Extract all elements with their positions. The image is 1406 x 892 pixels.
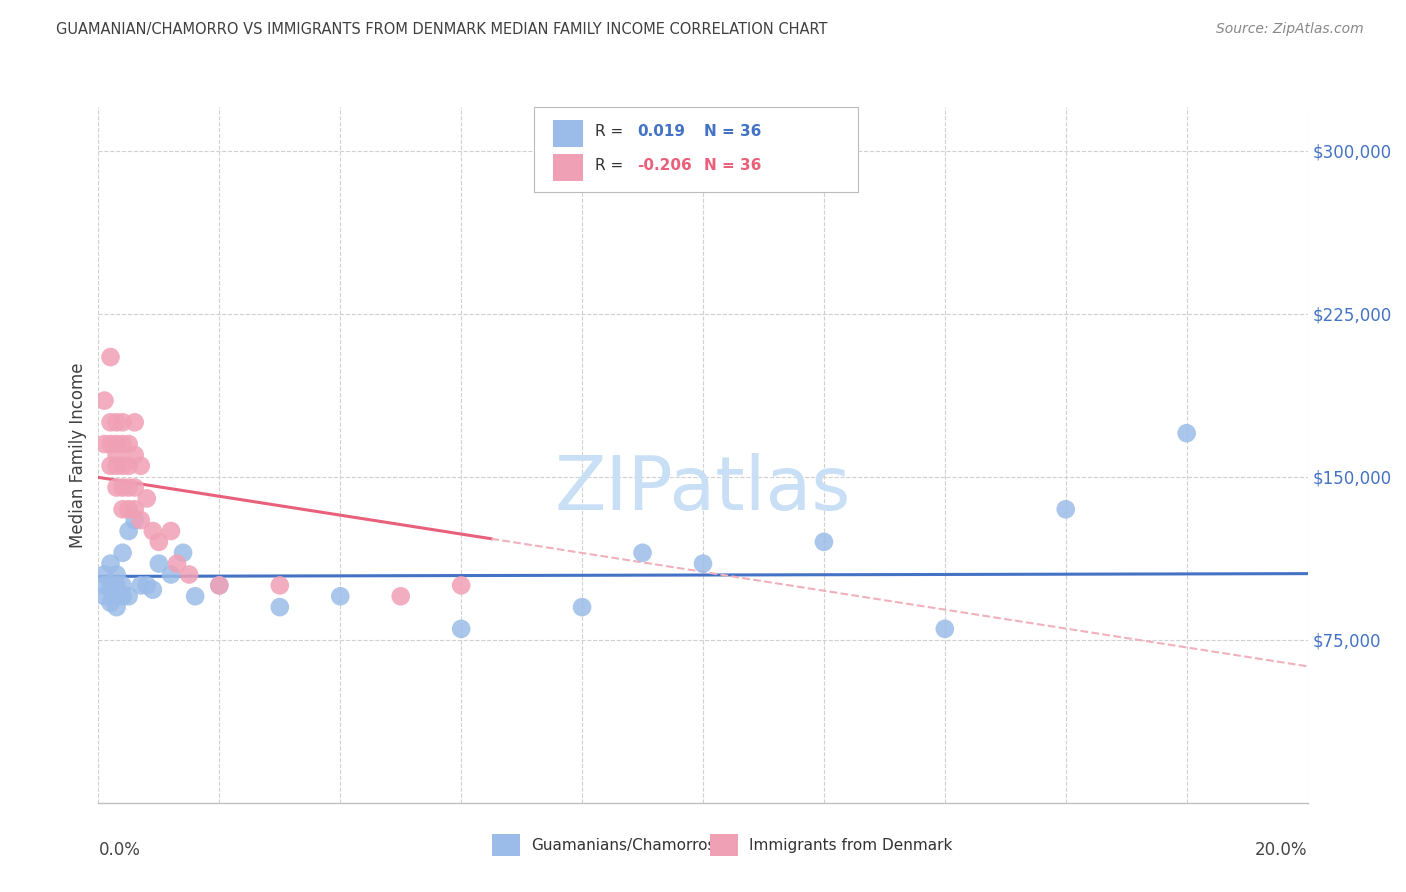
- Text: 0.0%: 0.0%: [98, 841, 141, 859]
- Point: [118, 481, 141, 495]
- Point: [129, 458, 152, 473]
- Text: R =: R =: [595, 158, 628, 172]
- Point: [105, 458, 128, 473]
- Point: [111, 481, 134, 495]
- Point: [93, 578, 115, 592]
- Point: [111, 578, 134, 592]
- Point: [813, 535, 835, 549]
- Point: [105, 582, 128, 597]
- Text: 20.0%: 20.0%: [1256, 841, 1308, 859]
- Point: [269, 578, 291, 592]
- Point: [105, 589, 128, 603]
- Point: [571, 600, 593, 615]
- Point: [135, 578, 157, 592]
- Point: [100, 415, 122, 429]
- Point: [105, 578, 128, 592]
- Text: Guamanians/Chamorros: Guamanians/Chamorros: [531, 838, 716, 853]
- Point: [179, 567, 201, 582]
- Point: [118, 437, 141, 451]
- Text: ZIPatlas: ZIPatlas: [555, 453, 851, 526]
- Text: GUAMANIAN/CHAMORRO VS IMMIGRANTS FROM DENMARK MEDIAN FAMILY INCOME CORRELATION C: GUAMANIAN/CHAMORRO VS IMMIGRANTS FROM DE…: [56, 22, 828, 37]
- Point: [1054, 502, 1077, 516]
- Point: [172, 546, 194, 560]
- Point: [100, 582, 122, 597]
- Point: [118, 458, 141, 473]
- Point: [111, 437, 134, 451]
- Point: [100, 596, 122, 610]
- Point: [1175, 426, 1198, 441]
- Text: N = 36: N = 36: [704, 124, 762, 138]
- Point: [111, 502, 134, 516]
- Point: [118, 524, 141, 538]
- Point: [124, 448, 146, 462]
- Point: [160, 567, 183, 582]
- Point: [329, 589, 352, 603]
- Point: [269, 600, 291, 615]
- Point: [93, 589, 115, 603]
- Point: [142, 524, 165, 538]
- Point: [450, 578, 472, 592]
- Point: [93, 437, 115, 451]
- Text: 0.019: 0.019: [637, 124, 685, 138]
- Point: [111, 546, 134, 560]
- Point: [208, 578, 231, 592]
- Point: [100, 557, 122, 571]
- Point: [124, 481, 146, 495]
- Text: R =: R =: [595, 124, 628, 138]
- Point: [100, 350, 122, 364]
- Point: [692, 557, 714, 571]
- Point: [135, 491, 157, 506]
- Point: [105, 437, 128, 451]
- Text: N = 36: N = 36: [704, 158, 762, 172]
- Text: -0.206: -0.206: [637, 158, 692, 172]
- Point: [631, 546, 654, 560]
- Point: [105, 415, 128, 429]
- Point: [450, 622, 472, 636]
- Point: [129, 578, 152, 592]
- Point: [105, 600, 128, 615]
- Point: [124, 415, 146, 429]
- Point: [93, 567, 115, 582]
- Point: [142, 582, 165, 597]
- Point: [129, 513, 152, 527]
- Point: [100, 578, 122, 592]
- Text: Immigrants from Denmark: Immigrants from Denmark: [749, 838, 953, 853]
- Point: [111, 458, 134, 473]
- Text: Source: ZipAtlas.com: Source: ZipAtlas.com: [1216, 22, 1364, 37]
- Point: [100, 458, 122, 473]
- Point: [118, 502, 141, 516]
- Point: [100, 437, 122, 451]
- Point: [93, 393, 115, 408]
- Point: [208, 578, 231, 592]
- Point: [105, 448, 128, 462]
- Point: [389, 589, 412, 603]
- Point: [148, 535, 170, 549]
- Point: [166, 557, 188, 571]
- Point: [148, 557, 170, 571]
- Point: [111, 589, 134, 603]
- Point: [118, 589, 141, 603]
- Point: [111, 415, 134, 429]
- Point: [160, 524, 183, 538]
- Point: [184, 589, 207, 603]
- Point: [124, 502, 146, 516]
- Point: [934, 622, 956, 636]
- Point: [105, 481, 128, 495]
- Point: [124, 513, 146, 527]
- Y-axis label: Median Family Income: Median Family Income: [69, 362, 87, 548]
- Point: [105, 567, 128, 582]
